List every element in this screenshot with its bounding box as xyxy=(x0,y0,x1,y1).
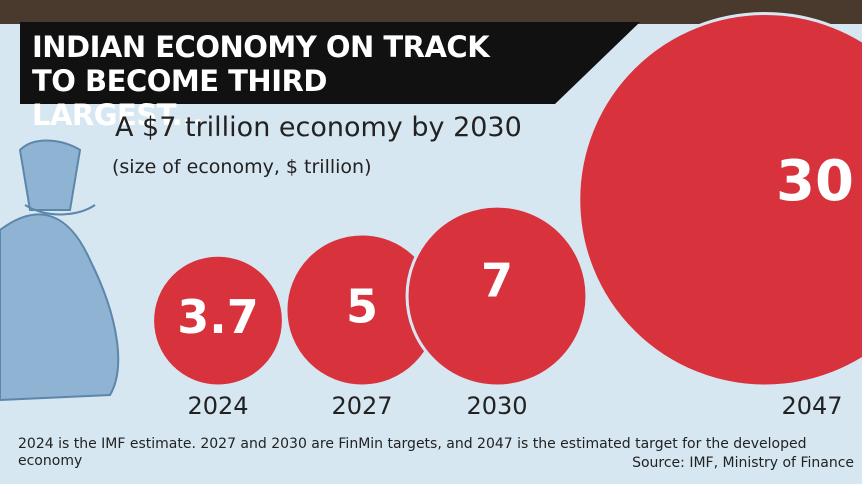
unit-note: (size of economy, $ trillion) xyxy=(112,156,372,178)
chart-title: INDIAN ECONOMY ON TRACK TO BECOME THIRD … xyxy=(32,30,490,132)
data-label: 3.7 xyxy=(177,290,259,344)
data-label: 7 xyxy=(481,254,513,308)
data-label: 30 xyxy=(776,149,854,214)
x-tick-label: 2027 xyxy=(331,392,392,420)
bubble xyxy=(151,253,285,388)
money-bag xyxy=(0,139,120,402)
title-box xyxy=(20,22,640,104)
bubble xyxy=(577,12,862,388)
source: Source: IMF, Ministry of Finance xyxy=(632,455,854,471)
x-tick-label: 2024 xyxy=(187,392,248,420)
bubble xyxy=(405,204,589,388)
data-label: 5 xyxy=(346,279,378,333)
footnote: 2024 is the IMF estimate. 2027 and 2030 … xyxy=(18,436,807,469)
x-tick-label: 2047 xyxy=(781,392,842,420)
subtitle: A $7 trillion economy by 2030 xyxy=(115,112,522,143)
x-tick-label: 2030 xyxy=(466,392,527,420)
